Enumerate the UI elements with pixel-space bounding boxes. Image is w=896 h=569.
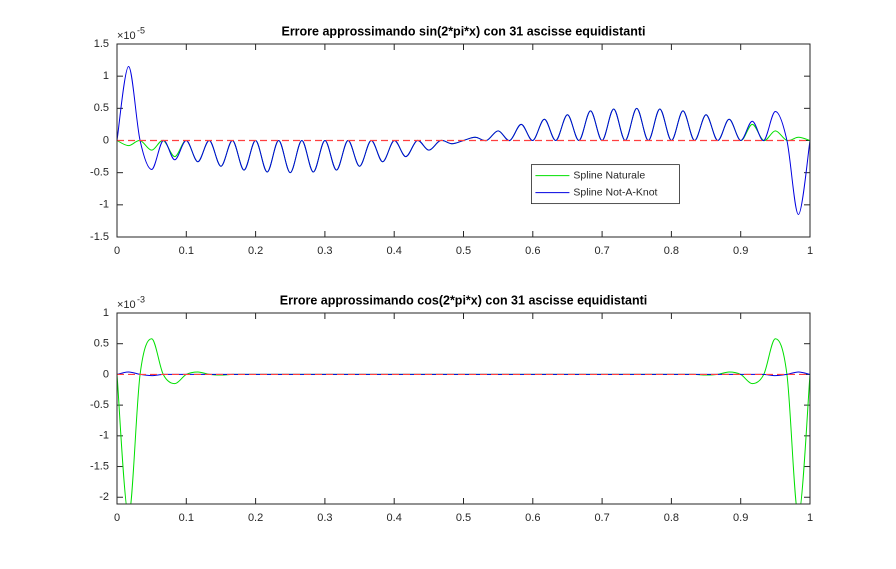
x-tick-label: 0.8 xyxy=(664,245,679,257)
y-tick-label: -2 xyxy=(99,491,109,503)
x-tick-label: 0.3 xyxy=(317,245,332,257)
x-tick-label: 1 xyxy=(807,245,813,257)
x-tick-label: 0 xyxy=(114,512,120,524)
x-tick-label: 0 xyxy=(114,245,120,257)
y-tick-label: -1 xyxy=(99,199,109,211)
y-multiplier: ×10 xyxy=(117,30,136,42)
legend-label: Spline Naturale xyxy=(573,169,645,181)
y-tick-label: 0.5 xyxy=(94,102,109,114)
x-tick-label: 0.8 xyxy=(664,512,679,524)
x-tick-label: 0.9 xyxy=(733,245,748,257)
y-tick-label: -0.5 xyxy=(90,399,109,411)
y-tick-label: 0 xyxy=(103,368,109,380)
x-tick-label: 0.2 xyxy=(248,512,263,524)
y-tick-label: -0.5 xyxy=(90,167,109,179)
y-tick-label: 1 xyxy=(103,70,109,82)
y-tick-label: -1.5 xyxy=(90,231,109,243)
y-tick-label: 1.5 xyxy=(94,38,109,50)
chart-title: Errore approssimando cos(2*pi*x) con 31 … xyxy=(280,293,648,307)
y-tick-label: -1 xyxy=(99,430,109,442)
axes-box xyxy=(116,43,811,238)
x-tick-label: 0.5 xyxy=(456,245,471,257)
x-tick-label: 0.4 xyxy=(387,245,402,257)
x-tick-label: 0.6 xyxy=(525,512,540,524)
x-tick-label: 0.7 xyxy=(594,245,609,257)
legend-box xyxy=(531,164,680,205)
legend-label: Spline Not-A-Knot xyxy=(573,186,657,198)
x-tick-label: 0.1 xyxy=(179,245,194,257)
y-multiplier-exponent: -5 xyxy=(137,25,145,35)
axes-box xyxy=(116,312,811,505)
x-tick-label: 0.9 xyxy=(733,512,748,524)
x-tick-label: 0.4 xyxy=(387,512,402,524)
x-tick-label: 0.7 xyxy=(594,512,609,524)
plot-area xyxy=(117,313,810,504)
x-tick-label: 1 xyxy=(807,512,813,524)
y-tick-label: -1.5 xyxy=(90,460,109,472)
y-tick-label: 0.5 xyxy=(94,338,109,350)
y-tick-label: 1 xyxy=(103,307,109,319)
y-tick-label: 0 xyxy=(103,134,109,146)
x-tick-label: 0.1 xyxy=(179,512,194,524)
x-tick-label: 0.3 xyxy=(317,512,332,524)
x-tick-label: 0.2 xyxy=(248,245,263,257)
chart-title: Errore approssimando sin(2*pi*x) con 31 … xyxy=(281,24,645,38)
x-tick-label: 0.6 xyxy=(525,245,540,257)
y-multiplier: ×10 xyxy=(117,299,136,311)
y-multiplier-exponent: -3 xyxy=(137,294,145,304)
x-tick-label: 0.5 xyxy=(456,512,471,524)
